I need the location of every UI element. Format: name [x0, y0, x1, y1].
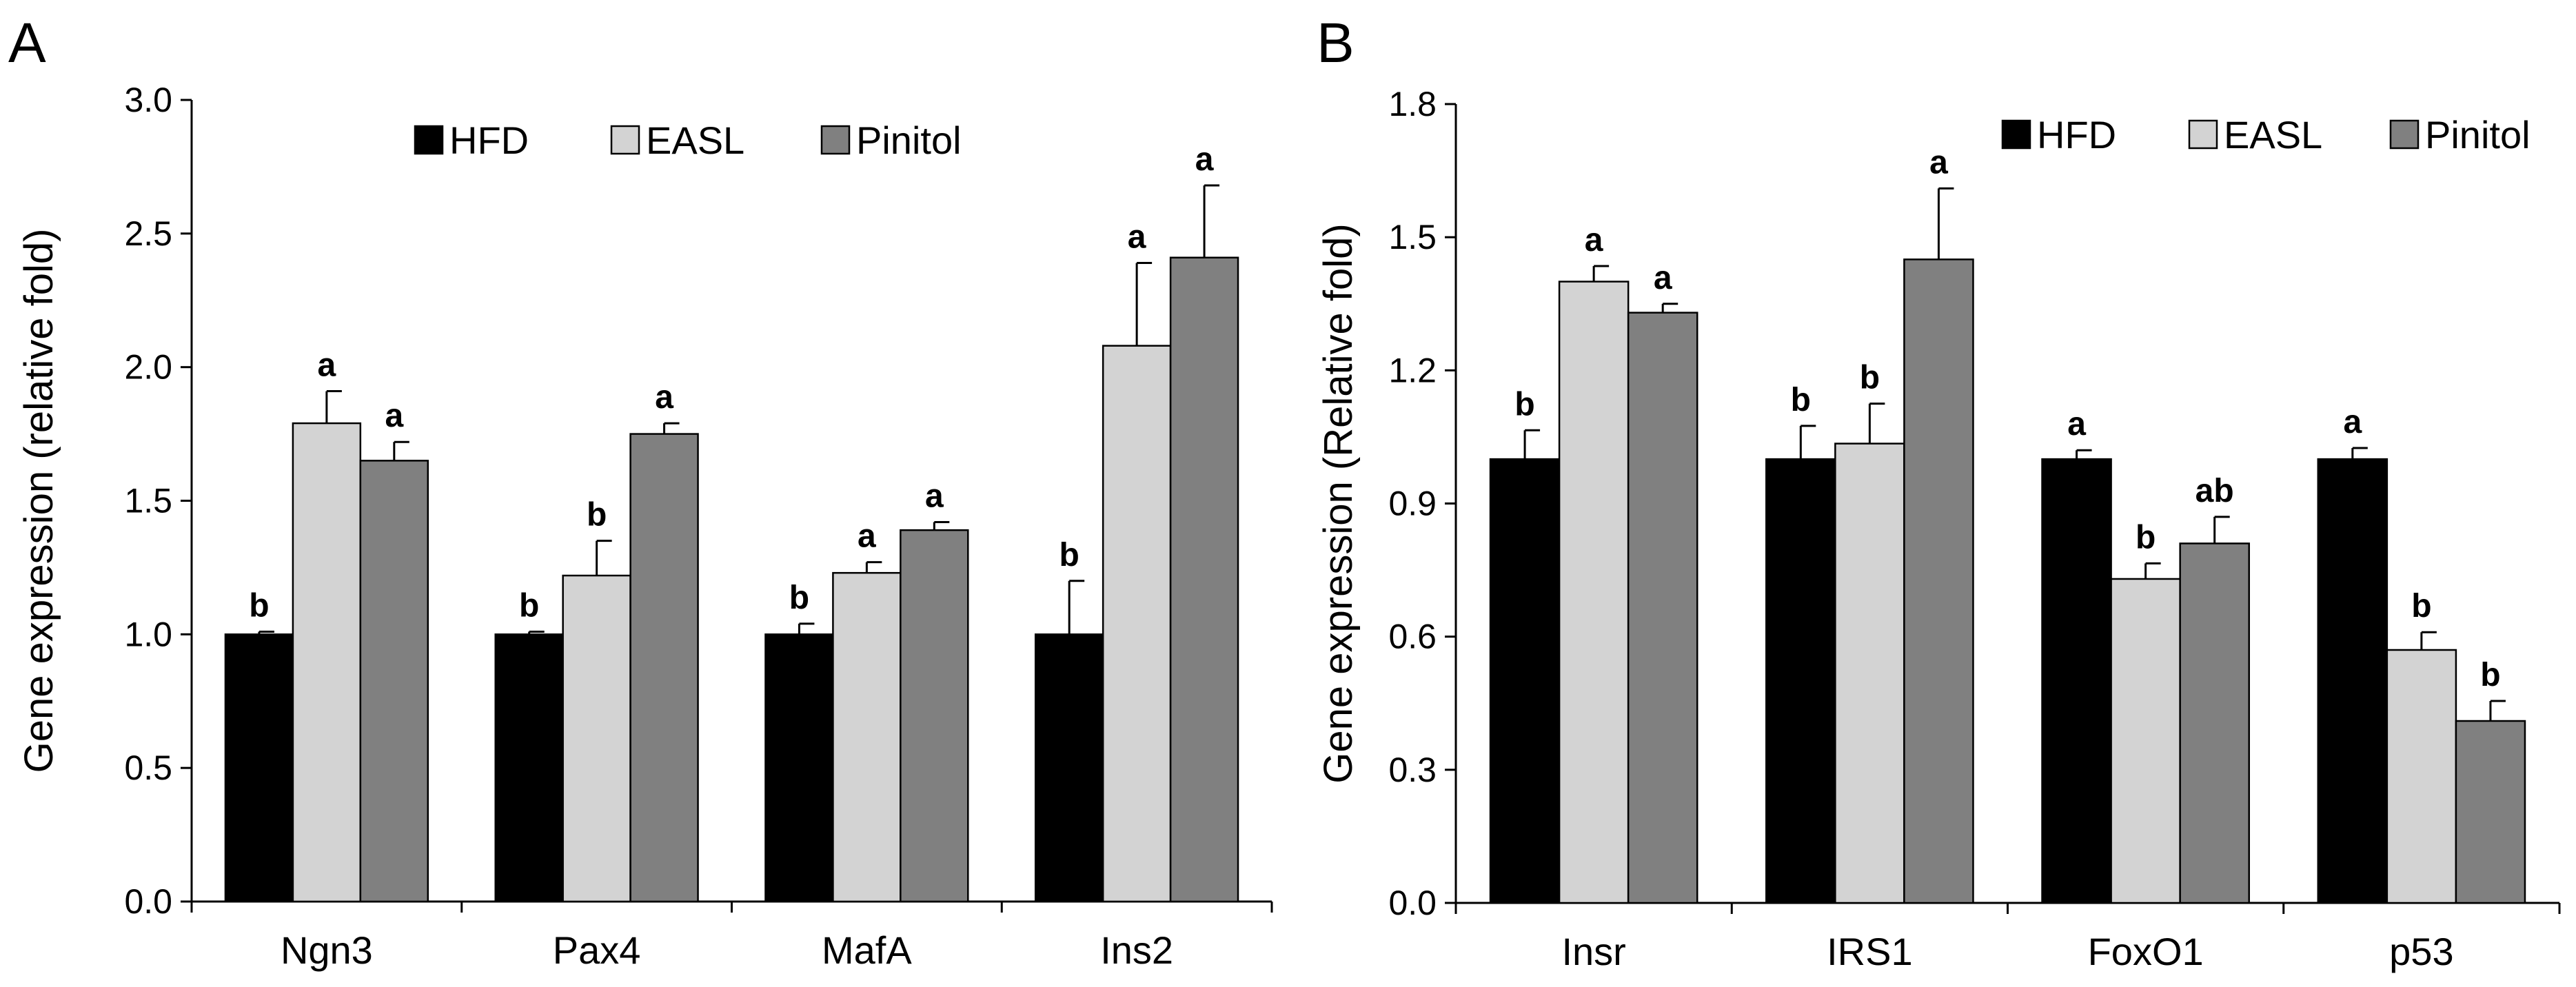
bar-hfd-mafa	[764, 633, 834, 903]
bar-hfd-foxo1	[2041, 458, 2112, 904]
significance-label: b	[789, 580, 809, 616]
bar-easl-foxo1	[2110, 578, 2181, 904]
significance-label: a	[1585, 222, 1603, 258]
significance-label: b	[249, 587, 269, 624]
y-tick-label: 1.2	[1388, 351, 1437, 389]
significance-label: b	[1791, 382, 1811, 418]
y-tick-label: 3.0	[124, 81, 172, 119]
significance-label: a	[1929, 144, 1948, 181]
y-tick-label: 0.6	[1388, 618, 1437, 656]
legend-swatch-easl	[2188, 119, 2218, 150]
legend-label-easl: EASL	[2224, 113, 2322, 156]
bar-hfd-irs1	[1765, 458, 1836, 904]
y-tick-label: 0.0	[1388, 884, 1437, 922]
legend-label-pinitol: Pinitol	[856, 119, 962, 162]
bar-pinitol-p53	[2455, 720, 2526, 904]
significance-label: a	[1654, 260, 1672, 296]
significance-label: a	[2343, 404, 2362, 440]
legend-label-hfd: HFD	[449, 119, 529, 162]
bar-pinitol-ins2	[1169, 256, 1239, 903]
x-tick-label-pax4: Pax4	[553, 928, 641, 972]
y-axis-title: Gene expression (Relative fold)	[1316, 223, 1361, 783]
bar-hfd-p53	[2317, 458, 2389, 904]
bar-pinitol-irs1	[1903, 258, 1974, 904]
significance-label: a	[385, 398, 403, 434]
bar-pinitol-pax4	[629, 433, 699, 903]
legend-swatch-pinitol	[820, 125, 851, 155]
x-tick-label-ngn3: Ngn3	[281, 928, 373, 972]
significance-label: b	[2136, 519, 2156, 556]
x-tick-label-foxo1: FoxO1	[2088, 930, 2204, 973]
x-tick-label-p53: p53	[2389, 930, 2453, 973]
x-tick-label-ins2: Ins2	[1100, 928, 1173, 972]
legend-swatch-hfd	[2001, 119, 2031, 150]
bar-hfd-insr	[1489, 458, 1561, 904]
legend-swatch-hfd	[414, 125, 444, 155]
significance-label: a	[1195, 141, 1214, 178]
bar-easl-ins2	[1102, 345, 1172, 903]
y-tick-label: 0.9	[1388, 485, 1437, 523]
panel-label-a: A	[8, 12, 46, 74]
y-tick-label: 1.5	[1388, 218, 1437, 256]
bar-hfd-ins2	[1034, 633, 1104, 903]
bar-pinitol-foxo1	[2179, 542, 2250, 904]
bar-hfd-ngn3	[224, 633, 294, 903]
y-tick-label: 1.5	[124, 482, 172, 520]
bar-pinitol-ngn3	[359, 460, 429, 903]
y-tick-label: 0.3	[1388, 751, 1437, 789]
y-tick-label: 0.0	[124, 882, 172, 921]
significance-label: a	[318, 347, 336, 384]
bar-easl-ngn3	[292, 422, 362, 903]
bar-hfd-pax4	[494, 633, 564, 903]
y-axis-title: Gene expression (relative fold)	[17, 229, 61, 773]
chart-panel-b: B 0.0 0.3 0.6 0.9 1.2 1.5 1.8 Insr IRS1 FoxO1 p53 Ge…	[1288, 0, 2576, 984]
significance-label: a	[925, 478, 944, 515]
bar-easl-irs1	[1834, 442, 1905, 904]
chart-b-svg: B 0.0 0.3 0.6 0.9 1.2 1.5 1.8 Insr IRS1 FoxO1 p53 Ge…	[1316, 12, 2561, 973]
bar-pinitol-insr	[1627, 312, 1698, 904]
x-tick-label-insr: Insr	[1561, 930, 1625, 973]
legend-label-hfd: HFD	[2037, 113, 2116, 156]
bar-easl-insr	[1558, 281, 1630, 904]
bar-pinitol-mafa	[900, 529, 969, 903]
y-tick-label: 1.8	[1388, 85, 1437, 123]
significance-label: b	[519, 587, 539, 624]
significance-label: b	[2480, 657, 2500, 693]
significance-label: a	[858, 518, 876, 555]
y-tick-label: 1.0	[124, 615, 172, 653]
y-tick-label: 0.5	[124, 749, 172, 787]
significance-label: b	[1059, 537, 1079, 573]
significance-label: a	[655, 379, 673, 416]
chart-panel-a: A 0.0 0.5 1.0 1.5 2.0 2.5 3.0 Ngn3 Pax4 MafA Ins2 Ge…	[0, 0, 1288, 984]
y-tick-label: 2.0	[124, 348, 172, 387]
chart-a-svg: A 0.0 0.5 1.0 1.5 2.0 2.5 3.0 Ngn3 Pax4 MafA Ins2 Ge…	[8, 12, 1273, 972]
bar-easl-p53	[2386, 649, 2457, 904]
significance-label: a	[1128, 218, 1146, 255]
legend-label-pinitol: Pinitol	[2425, 113, 2531, 156]
significance-label: b	[587, 497, 607, 533]
y-tick-label: 2.5	[124, 214, 172, 253]
significance-label: b	[1514, 386, 1534, 423]
x-tick-label-irs1: IRS1	[1827, 930, 1913, 973]
legend-swatch-pinitol	[2389, 119, 2420, 150]
bar-easl-mafa	[832, 571, 902, 903]
x-tick-label-mafa: MafA	[822, 928, 912, 972]
significance-label: b	[2411, 588, 2431, 624]
legend-label-easl: EASL	[646, 119, 744, 162]
significance-label: b	[1860, 360, 1880, 396]
bar-easl-pax4	[562, 574, 631, 903]
legend-swatch-easl	[610, 125, 640, 155]
panel-label-b: B	[1317, 12, 1355, 74]
significance-label: ab	[2195, 473, 2234, 509]
significance-label: a	[2067, 406, 2086, 442]
